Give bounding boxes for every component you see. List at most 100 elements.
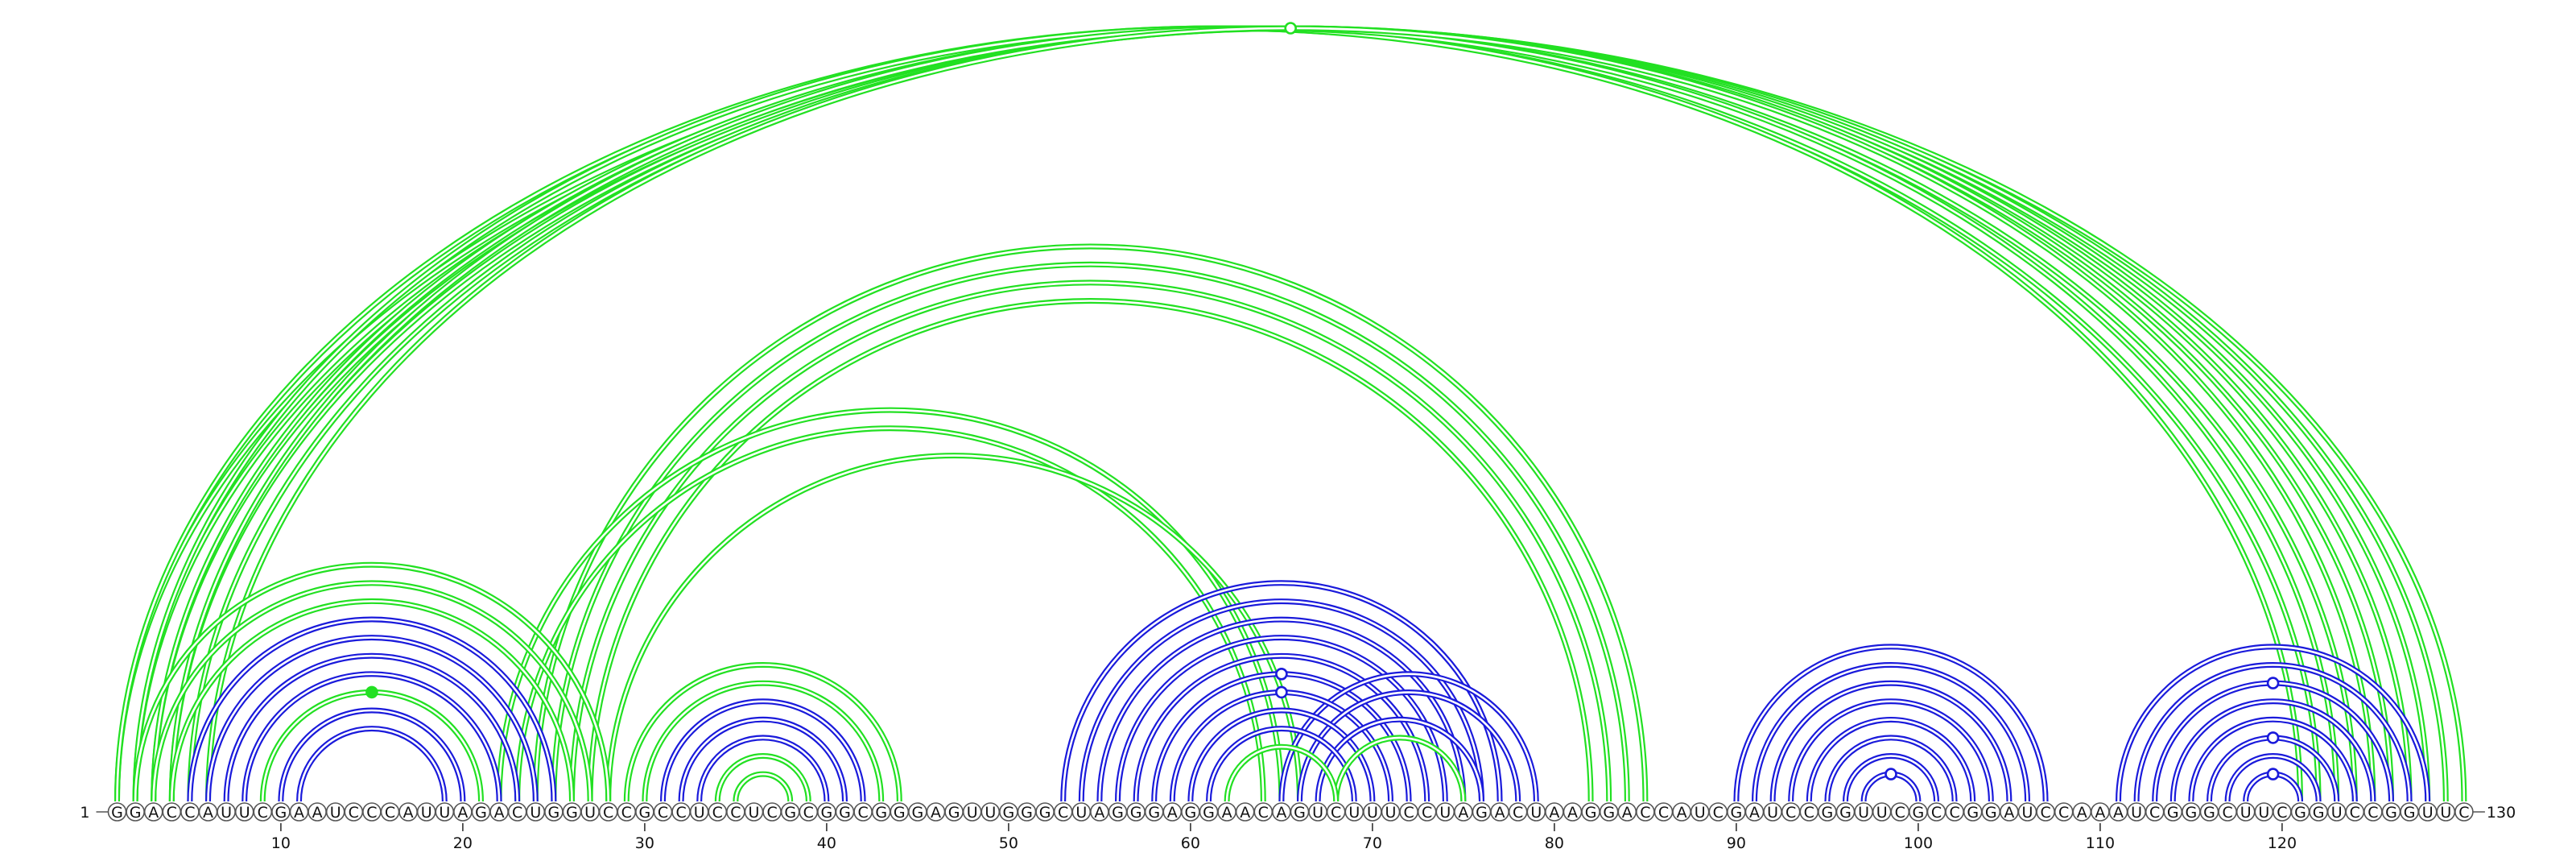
pair-marker-58-72	[1275, 667, 1288, 681]
base-45: G	[908, 802, 927, 822]
tick-80: 80	[1545, 823, 1564, 852]
base-111: A	[2108, 802, 2128, 822]
base-17: A	[398, 802, 418, 822]
svg-text:A: A	[1094, 804, 1104, 822]
arcs-layer	[114, 25, 2467, 802]
svg-text:A: A	[148, 804, 159, 822]
pair-arc-4-26	[168, 598, 575, 802]
svg-text:G: G	[894, 804, 906, 822]
tick-label-80: 80	[1545, 834, 1564, 852]
svg-text:U: U	[985, 804, 996, 822]
svg-text:U: U	[330, 804, 341, 822]
tick-70: 70	[1363, 823, 1382, 852]
pair-arc-92-105	[1769, 680, 2013, 802]
base-2: G	[126, 802, 145, 822]
base-118: U	[2235, 802, 2256, 822]
base-70: U	[1363, 802, 1382, 822]
pair-arc-31-42	[660, 698, 866, 802]
base-64: C	[1253, 802, 1274, 822]
pair-arc-32-41	[678, 716, 848, 802]
base-108: C	[2054, 802, 2074, 822]
base-107: C	[2036, 802, 2055, 822]
pair-arc-90-107	[1733, 644, 2049, 802]
base-72: C	[1399, 802, 1418, 822]
base-51: G	[1017, 802, 1037, 822]
pair-arc-117-122	[2224, 753, 2322, 802]
pair-arc-54-76	[1078, 598, 1484, 802]
svg-text:C: C	[1804, 804, 1814, 822]
pair-arc-67-76	[1315, 716, 1484, 802]
pair-marker-9-21	[365, 685, 378, 699]
svg-text:G: G	[1021, 804, 1033, 822]
svg-text:A: A	[1495, 804, 1505, 822]
pair-marker-113-126	[2266, 677, 2280, 689]
svg-text:G: G	[1003, 804, 1015, 822]
base-56: G	[1108, 802, 1128, 822]
svg-text:G: G	[948, 804, 960, 822]
pair-arc-2-129	[132, 25, 2449, 802]
svg-text:G: G	[639, 804, 651, 822]
pair-arc-115-124	[2188, 716, 2358, 802]
svg-text:G: G	[1203, 804, 1215, 822]
svg-text:G: G	[1603, 804, 1615, 822]
base-53: C	[1053, 802, 1073, 822]
svg-text:G: G	[1731, 804, 1743, 822]
base-55: A	[1090, 802, 1109, 822]
base-11: A	[289, 802, 309, 822]
base-14: C	[344, 802, 364, 822]
base-68: C	[1326, 802, 1346, 822]
base-78: C	[1508, 802, 1528, 822]
base-121: G	[2290, 802, 2310, 822]
base-110: A	[2091, 802, 2110, 822]
svg-text:U: U	[1367, 804, 1378, 822]
pair-arc-55-75	[1096, 616, 1467, 802]
svg-text:A: A	[203, 804, 213, 822]
tick-label-40: 40	[817, 834, 836, 852]
base-85: C	[1636, 802, 1655, 822]
base-43: G	[871, 802, 891, 822]
tick-10: 10	[271, 823, 291, 852]
base-104: G	[1981, 802, 2001, 822]
base-82: G	[1581, 802, 1600, 822]
svg-text:C: C	[167, 804, 177, 822]
base-29: C	[617, 802, 637, 822]
base-123: U	[2326, 802, 2347, 822]
pair-arc-6-24	[205, 635, 539, 802]
base-13: U	[325, 802, 345, 822]
base-9: C	[253, 802, 273, 822]
base-89: C	[1708, 802, 1728, 822]
svg-text:U: U	[2440, 804, 2451, 822]
base-1: G	[107, 802, 127, 822]
base-120: C	[2273, 802, 2292, 822]
base-50: G	[999, 802, 1018, 822]
svg-text:C: C	[621, 804, 632, 822]
pair-arc-94-103	[1806, 716, 1976, 802]
sequence-end-label: 130	[2487, 804, 2516, 822]
svg-text:A: A	[2004, 804, 2014, 822]
tick-label-100: 100	[1904, 834, 1933, 852]
svg-text:C: C	[1785, 804, 1796, 822]
pair-arc-33-40	[696, 735, 830, 802]
base-130: C	[2454, 802, 2474, 822]
pair-arc-5-126	[187, 25, 2394, 802]
base-31: C	[653, 802, 673, 822]
base-40: G	[817, 802, 836, 822]
base-6: A	[198, 802, 218, 822]
svg-text:U: U	[421, 804, 432, 822]
base-79: U	[1526, 802, 1546, 822]
base-42: C	[853, 802, 873, 822]
base-12: A	[308, 802, 327, 822]
svg-text:G: G	[1822, 804, 1834, 822]
pair-arc-57-73	[1133, 652, 1430, 802]
base-46: A	[926, 802, 946, 822]
base-83: G	[1599, 802, 1619, 822]
pair-marker-118-121	[2266, 768, 2280, 780]
base-10: G	[271, 802, 291, 822]
pair-arc-62-68	[1224, 743, 1340, 802]
base-54: U	[1071, 802, 1092, 822]
base-109: A	[2072, 802, 2092, 822]
svg-text:G: G	[2404, 804, 2416, 822]
svg-text:G: G	[1476, 804, 1488, 822]
tick-label-110: 110	[2086, 834, 2115, 852]
